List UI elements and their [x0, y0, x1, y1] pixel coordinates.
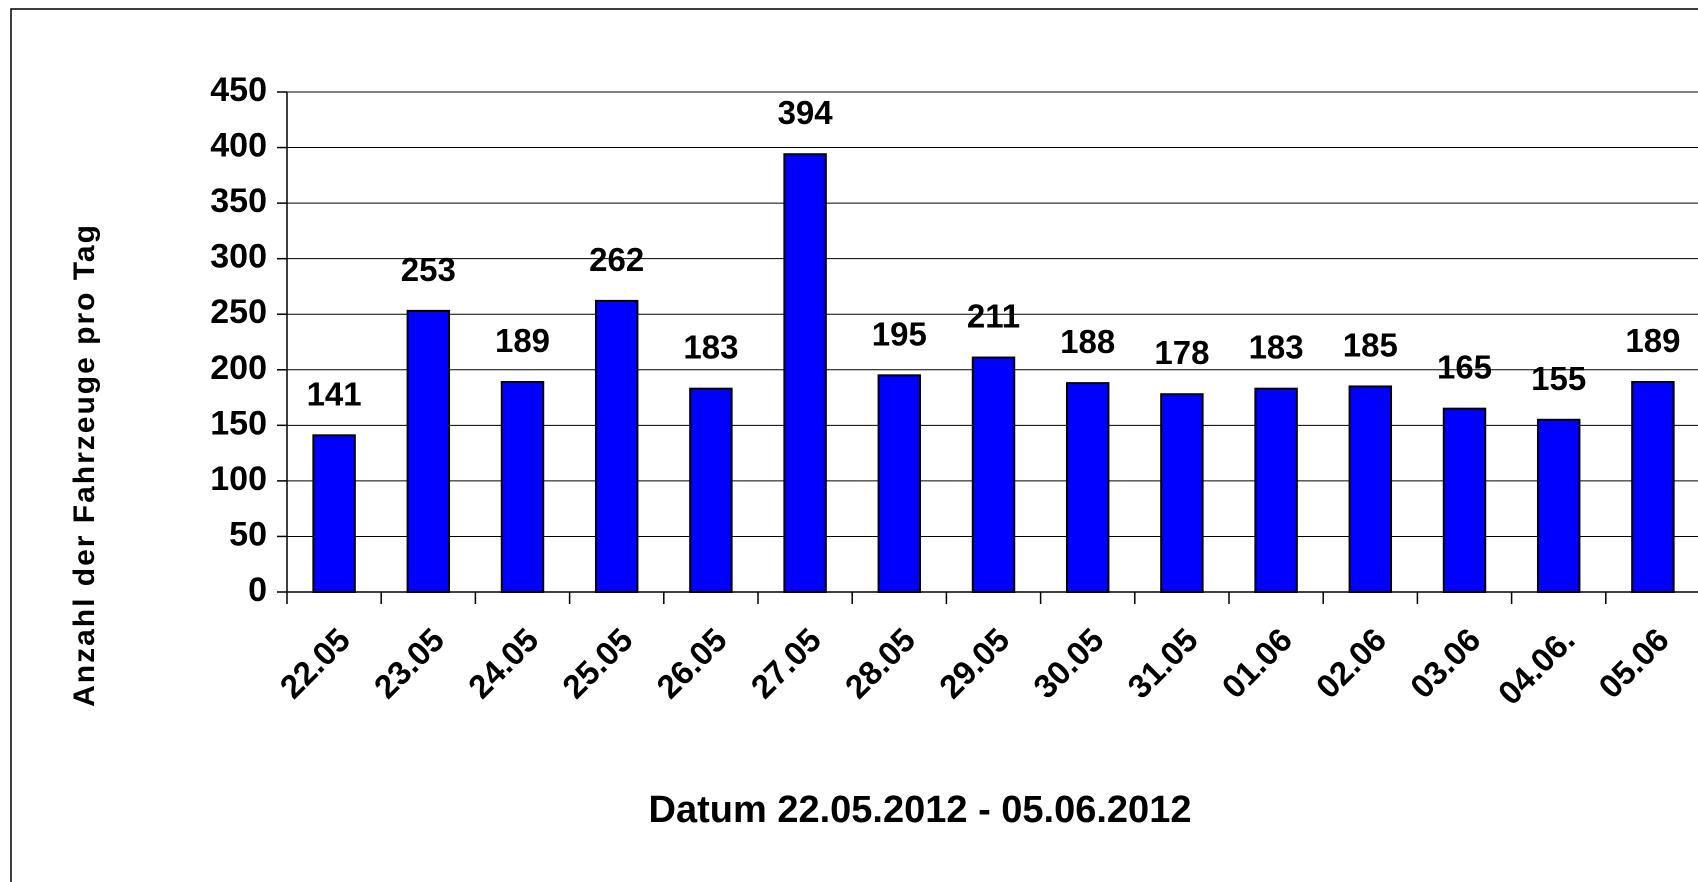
data-label: 185: [1343, 326, 1398, 363]
x-axis-label: Datum 22.05.2012 - 05.06.2012: [649, 789, 1192, 831]
data-label: 183: [683, 329, 738, 366]
data-label: 394: [778, 94, 834, 131]
x-tick-label: 24.05: [461, 621, 546, 706]
y-tick-label: 50: [229, 515, 267, 553]
bar: [689, 387, 733, 593]
bar: [500, 381, 545, 593]
y-tick-label: 350: [210, 182, 267, 220]
bar: [594, 299, 639, 593]
data-label: 189: [1625, 322, 1680, 359]
bar: [877, 374, 922, 594]
data-label: 155: [1531, 360, 1586, 397]
x-tick-label: 23.05: [367, 621, 452, 706]
x-tick-label: 27.05: [743, 621, 828, 706]
bar: [783, 153, 827, 593]
data-label: 165: [1437, 349, 1492, 386]
frame: [10, 8, 1698, 882]
data-label: 141: [307, 375, 362, 412]
bar: [1442, 407, 1487, 593]
y-tick-label: 400: [210, 127, 267, 165]
bar: [1348, 385, 1393, 594]
x-tick-label: 29.05: [932, 621, 1017, 706]
bar: [406, 309, 451, 593]
y-tick-label: 200: [210, 349, 267, 387]
x-tick-label: 01.06: [1214, 621, 1299, 706]
data-label: 253: [401, 251, 456, 288]
y-axis-label: Anzahl der Fahrzeuge pro Tag: [68, 223, 101, 707]
data-label: 195: [872, 315, 927, 352]
bar: [1631, 381, 1675, 593]
x-tick-label: 05.06: [1591, 621, 1676, 706]
data-label: 183: [1249, 329, 1304, 366]
x-tick-label: 02.06: [1309, 621, 1394, 706]
bar: [1254, 387, 1298, 593]
y-tick-label: 150: [210, 404, 267, 442]
y-tick-label: 100: [210, 460, 267, 498]
data-label: 178: [1154, 334, 1209, 371]
bar: [312, 434, 356, 594]
x-tick-label: 31.05: [1120, 621, 1205, 706]
bar: [1065, 382, 1110, 593]
y-tick-label: 450: [210, 71, 267, 109]
data-label: 189: [495, 322, 550, 359]
x-tick-label: 28.05: [838, 621, 923, 706]
x-tick-label: 03.06: [1403, 621, 1488, 706]
bar: [1160, 393, 1204, 593]
x-tick-label: 25.05: [555, 621, 640, 706]
y-tick-label: 300: [210, 238, 267, 276]
bar: [971, 356, 1016, 593]
x-tick-label: 22.05: [272, 621, 357, 706]
data-label: 262: [589, 241, 644, 278]
bar: [1536, 418, 1581, 593]
x-tick-label: 04.06.: [1491, 621, 1582, 712]
data-label: 188: [1060, 323, 1115, 360]
data-label: 211: [967, 298, 1020, 335]
y-tick-label: 250: [210, 293, 267, 331]
x-tick-label: 26.05: [649, 621, 734, 706]
y-tick-label: 0: [248, 571, 267, 609]
x-tick-label: 30.05: [1026, 621, 1111, 706]
